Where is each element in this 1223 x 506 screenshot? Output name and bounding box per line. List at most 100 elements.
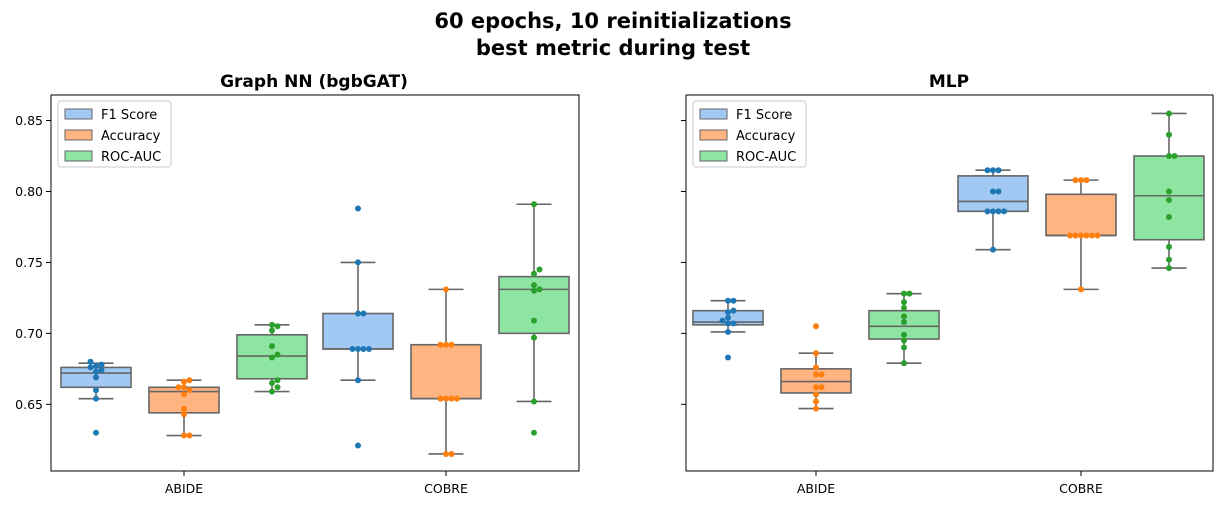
data-point-roc-auc <box>531 334 537 341</box>
data-point-accuracy <box>448 341 455 348</box>
data-point-f1-score <box>1001 208 1007 215</box>
data-point-accuracy <box>813 398 819 405</box>
data-point-f1-score <box>995 188 1002 195</box>
data-point-accuracy <box>1078 232 1084 239</box>
y-tick-label: 0.65 <box>15 397 43 412</box>
data-point-roc-auc <box>531 398 537 405</box>
data-point-roc-auc <box>1166 153 1172 160</box>
data-point-roc-auc <box>1171 153 1178 160</box>
data-point-accuracy <box>818 384 825 391</box>
y-tick-label: 0.70 <box>15 326 43 341</box>
data-point-accuracy <box>448 395 455 402</box>
data-point-accuracy <box>181 378 187 385</box>
data-point-roc-auc <box>901 313 907 320</box>
data-point-accuracy <box>813 371 819 378</box>
data-point-roc-auc <box>901 344 907 351</box>
data-point-accuracy <box>813 350 819 357</box>
data-point-roc-auc <box>901 290 907 297</box>
data-point-accuracy <box>454 395 460 402</box>
data-point-accuracy <box>813 384 819 391</box>
data-point-f1-score <box>366 345 372 352</box>
data-point-roc-auc <box>536 286 543 293</box>
data-point-accuracy <box>175 384 182 391</box>
data-point-f1-score <box>93 429 99 436</box>
legend-swatch-f1-score <box>699 108 728 120</box>
data-point-accuracy <box>813 405 819 412</box>
y-tick-label: 0.85 <box>15 113 43 128</box>
data-point-f1-score <box>725 328 731 335</box>
data-point-accuracy <box>181 405 187 412</box>
data-point-accuracy <box>1072 232 1079 239</box>
panel-title-mlp: MLP <box>929 72 969 92</box>
data-point-accuracy <box>1078 177 1084 184</box>
data-point-f1-score <box>990 188 996 195</box>
data-point-f1-score <box>995 167 1002 174</box>
legend-label-accuracy: Accuracy <box>101 129 161 144</box>
legend-swatch-roc-auc <box>699 150 728 162</box>
data-point-f1-score <box>995 208 1002 215</box>
data-point-roc-auc <box>901 337 907 344</box>
data-point-accuracy <box>1078 286 1084 293</box>
data-point-accuracy <box>186 387 193 394</box>
data-point-accuracy <box>443 341 449 348</box>
figure-title-line-2: best metric during test <box>476 36 750 60</box>
data-point-roc-auc <box>531 282 537 289</box>
legend-label-f1-score: F1 Score <box>736 108 792 123</box>
data-point-roc-auc <box>1166 110 1172 117</box>
data-point-roc-auc <box>531 287 537 294</box>
data-point-f1-score <box>355 345 361 352</box>
data-point-accuracy <box>437 341 444 348</box>
data-point-f1-score <box>93 395 99 402</box>
data-point-roc-auc <box>274 351 281 358</box>
x-tick-label: ABIDE <box>797 481 835 496</box>
data-point-f1-score <box>360 310 367 317</box>
axes-frame <box>50 94 580 472</box>
data-point-f1-score <box>98 367 105 374</box>
data-point-f1-score <box>355 205 361 212</box>
data-point-roc-auc <box>274 323 281 330</box>
box-accuracy <box>1045 193 1117 237</box>
data-point-roc-auc <box>1166 256 1172 263</box>
data-point-f1-score <box>93 368 99 375</box>
data-point-f1-score <box>355 259 361 266</box>
data-point-f1-score <box>990 246 996 253</box>
data-point-roc-auc <box>269 388 275 395</box>
legend-swatch-accuracy <box>699 129 728 141</box>
data-point-accuracy <box>181 391 187 398</box>
data-point-accuracy <box>1094 232 1101 239</box>
data-point-accuracy <box>813 323 819 330</box>
data-point-accuracy <box>186 377 193 384</box>
data-point-accuracy <box>818 371 825 378</box>
data-point-accuracy <box>437 395 444 402</box>
data-point-roc-auc <box>906 290 913 297</box>
data-point-accuracy <box>181 384 187 391</box>
data-point-roc-auc <box>1166 243 1172 250</box>
panel-title-graph-nn: Graph NN (bgbGAT) <box>220 72 408 92</box>
data-point-f1-score <box>355 442 361 449</box>
x-tick-label: COBRE <box>1059 481 1103 496</box>
data-point-roc-auc <box>901 331 907 338</box>
data-point-roc-auc <box>269 327 275 334</box>
data-point-roc-auc <box>1166 214 1172 221</box>
data-point-roc-auc <box>269 354 275 361</box>
data-point-f1-score <box>730 297 737 304</box>
data-point-f1-score <box>719 317 726 324</box>
data-point-f1-score <box>93 387 99 394</box>
data-point-f1-score <box>355 377 361 384</box>
data-point-accuracy <box>443 395 449 402</box>
x-tick-label: ABIDE <box>165 481 203 496</box>
legend-swatch-accuracy <box>64 129 93 141</box>
data-point-f1-score <box>87 358 94 365</box>
data-point-f1-score <box>360 345 367 352</box>
data-point-roc-auc <box>1166 265 1172 272</box>
data-point-f1-score <box>730 320 737 327</box>
data-point-roc-auc <box>531 317 537 324</box>
panel-mlp: MLP ABIDE COBRE F1 Score Accuracy ROC-AUC <box>681 72 1214 496</box>
data-point-f1-score <box>349 345 356 352</box>
data-point-roc-auc <box>901 360 907 367</box>
data-point-roc-auc <box>531 201 537 208</box>
data-point-roc-auc <box>269 321 275 328</box>
data-point-roc-auc <box>274 384 281 391</box>
y-tick-label: 0.75 <box>15 255 43 270</box>
x-tick-label: COBRE <box>424 481 468 496</box>
